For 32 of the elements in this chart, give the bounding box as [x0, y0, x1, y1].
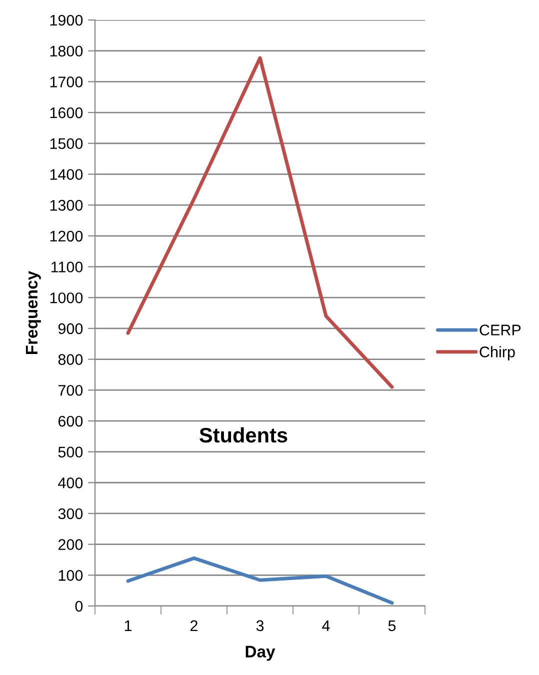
- y-tick-label: 1200: [50, 230, 83, 242]
- text: Students: [200, 427, 288, 443]
- y-tick-label: 1800: [50, 46, 83, 57]
- y-tick-label: 500: [58, 446, 83, 458]
- y-tick-label: 1000: [50, 292, 83, 304]
- x-tick-label: 2: [190, 620, 198, 631]
- x-tick-label: 4: [322, 620, 330, 631]
- legend-label: CERP: [480, 324, 521, 336]
- line-series: [126, 56, 394, 389]
- x-tick-label: 1: [124, 620, 132, 631]
- y-tick-label: 800: [58, 354, 83, 365]
- x-tick-label: 3: [256, 620, 264, 632]
- legend-label: Chirp: [480, 346, 515, 360]
- y-tick-label: 1600: [50, 107, 83, 118]
- y-tick-label: 0: [75, 600, 83, 612]
- x-tick-label: 5: [388, 620, 396, 632]
- y-axis-title: Frequency: [26, 270, 41, 354]
- y-tick-label: 700: [58, 384, 83, 396]
- line-series: [126, 556, 394, 605]
- y-tick-label: 200: [58, 539, 83, 550]
- y-tick-label: 100: [58, 570, 83, 581]
- y-tick-label: 1500: [50, 138, 83, 150]
- x-axis-title: Day: [246, 646, 276, 661]
- y-tick-label: 1300: [50, 200, 83, 211]
- y-tick-label: 300: [58, 508, 83, 520]
- y-tick-label: 1900: [50, 14, 83, 26]
- y-tick-label: 600: [58, 416, 83, 427]
- y-tick-label: 1700: [50, 76, 83, 88]
- y-tick-label: 1100: [52, 262, 83, 272]
- y-tick-label: 400: [58, 478, 83, 488]
- y-tick-label: 900: [58, 323, 83, 334]
- y-tick-label: 1400: [50, 169, 83, 180]
